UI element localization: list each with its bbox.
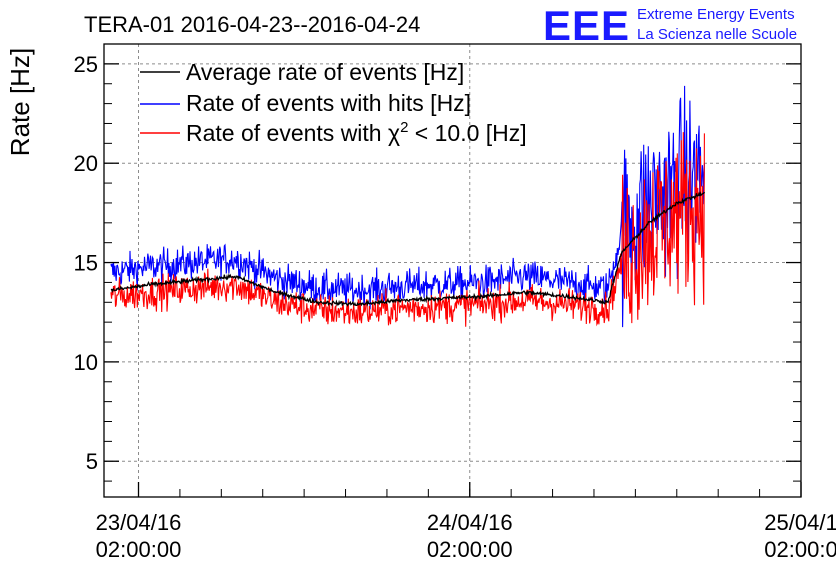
series-line-chi2 (110, 132, 705, 327)
legend-chi2-sup: 2 (400, 119, 408, 136)
y-tick-label: 15 (74, 251, 98, 276)
y-tick-label: 20 (74, 151, 98, 176)
series-layer (110, 85, 705, 328)
chart-title: TERA-01 2016-04-23--2016-04-24 (84, 12, 420, 37)
logo-line1: Extreme Energy Events (637, 6, 795, 23)
axis-layer: 51015202523/04/1602:00:0024/04/1602:00:0… (74, 43, 836, 562)
logo-letters: EEE (543, 2, 630, 49)
plot-frame (103, 43, 802, 498)
legend-chi2-suffix: < 10.0 [Hz] (408, 120, 526, 146)
legend: Average rate of events [Hz] Rate of even… (140, 59, 527, 146)
x-tick-label-date: 23/04/16 (96, 510, 182, 535)
legend-chi2-prefix: Rate of events with (186, 120, 388, 146)
legend-label-average: Average rate of events [Hz] (186, 59, 464, 85)
logo-line2: La Scienza nelle Scuole (637, 26, 797, 43)
y-axis-title: Rate [Hz] (5, 48, 35, 156)
x-tick-label-time: 02:00:0 (764, 537, 836, 562)
x-tick-label-time: 02:00:00 (96, 537, 182, 562)
x-tick-label-date: 24/04/16 (427, 510, 513, 535)
y-tick-label: 5 (86, 449, 98, 474)
x-tick-label-date: 25/04/1 (764, 510, 836, 535)
legend-label-chi2: Rate of events with χ2 < 10.0 [Hz] (186, 119, 527, 146)
y-tick-label: 25 (74, 52, 98, 77)
legend-label-hits: Rate of events with hits [Hz] (186, 90, 471, 116)
legend-chi2-symbol: χ (388, 120, 400, 146)
logo: EEE Extreme Energy Events La Scienza nel… (543, 2, 797, 49)
series-line-average (110, 191, 705, 307)
y-tick-label: 10 (74, 350, 98, 375)
x-tick-label-time: 02:00:00 (427, 537, 513, 562)
